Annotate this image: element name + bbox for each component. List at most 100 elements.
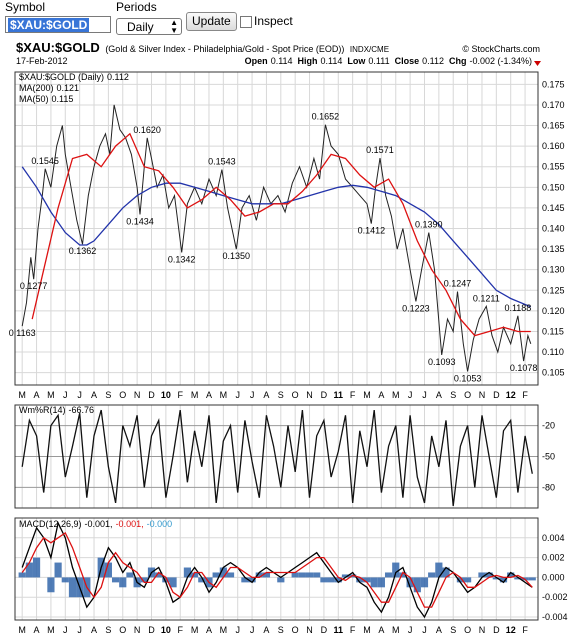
histogram-bar xyxy=(313,572,321,578)
panel-border xyxy=(14,71,539,386)
histogram-bar xyxy=(507,572,515,578)
x-tick-label: N xyxy=(306,625,313,635)
histogram-bar xyxy=(464,577,472,583)
inspect-label: Inspect xyxy=(254,14,293,28)
y-tick-label: 0.135 xyxy=(542,244,565,254)
x-tick-label: 11 xyxy=(334,390,344,400)
y-tick-label: 0.155 xyxy=(542,162,565,172)
y-tick-label: 0.115 xyxy=(542,326,564,336)
x-tick-label: M xyxy=(47,390,55,400)
histogram-bar xyxy=(25,562,33,578)
histogram-bar xyxy=(54,562,62,578)
x-tick-label: S xyxy=(278,625,284,635)
panel-border xyxy=(14,517,539,621)
update-button[interactable]: Update xyxy=(186,12,237,31)
y-tick-label: -0.002 xyxy=(542,592,568,602)
x-tick-label: J xyxy=(250,390,255,400)
x-tick-label: 10 xyxy=(161,625,171,635)
legend-entry: MA(50) 0.115 xyxy=(19,94,73,104)
legend-value: -66.76 xyxy=(69,405,95,415)
symbol-label: Symbol xyxy=(5,0,46,14)
legend: MACD(12,26,9) -0.001, -0.001, -0.000 xyxy=(19,519,172,529)
x-tick-label: 11 xyxy=(334,625,344,635)
select-arrows: ▲ ▼ xyxy=(170,18,178,35)
inspect-checkbox[interactable] xyxy=(240,16,252,28)
histogram-bar xyxy=(327,577,335,583)
legend-entry: $XAU:$GOLD (Daily) 0.112 xyxy=(19,72,129,82)
x-tick-label: D xyxy=(321,390,328,400)
legend-value: -0.001, xyxy=(85,519,113,529)
period-select[interactable]: Daily ▲ ▼ xyxy=(116,18,182,35)
x-tick-label: A xyxy=(206,625,212,635)
histogram-bar xyxy=(320,577,328,583)
legend-name: MA(200) xyxy=(19,83,54,93)
x-tick-label: 10 xyxy=(161,390,171,400)
histogram-bar xyxy=(413,577,421,593)
histogram-bar xyxy=(162,577,170,583)
periods-label: Periods xyxy=(116,0,157,14)
x-tick-label: A xyxy=(378,390,384,400)
annotation: 0.1093 xyxy=(428,357,456,367)
annotation: 0.1545 xyxy=(31,156,59,166)
histogram-bar xyxy=(478,572,486,578)
annotation: 0.1543 xyxy=(208,157,236,167)
y-tick-label: 0.110 xyxy=(542,347,564,357)
annotation: 0.1412 xyxy=(358,226,386,236)
x-tick-label: A xyxy=(378,625,384,635)
quote-value: -0.002 (-1.34%) xyxy=(469,56,532,66)
histogram-bar xyxy=(18,572,26,578)
x-tick-label: J xyxy=(408,625,413,635)
histogram-bar xyxy=(499,577,508,583)
x-tick-label: F xyxy=(350,625,356,635)
x-tick-label: M xyxy=(18,390,26,400)
chart-header: $XAU:$GOLD (Gold & Silver Index - Philad… xyxy=(16,40,389,55)
x-tick-label: A xyxy=(34,390,40,400)
x-tick-label: J xyxy=(408,390,413,400)
series-line xyxy=(21,531,533,608)
annotation: 0.1078 xyxy=(510,363,538,373)
x-tick-label: N xyxy=(134,390,141,400)
quote-value: 0.111 xyxy=(368,56,389,66)
quote-value: 0.112 xyxy=(422,56,444,66)
x-tick-label: F xyxy=(177,625,183,635)
x-tick-label: D xyxy=(321,625,328,635)
histogram-bar xyxy=(428,572,436,578)
histogram-bar xyxy=(442,567,450,578)
annotation: 0.1571 xyxy=(366,145,394,155)
quote-label: Low xyxy=(347,56,366,66)
x-tick-label: O xyxy=(292,390,299,400)
x-tick-label: O xyxy=(119,625,126,635)
x-tick-label: A xyxy=(206,390,212,400)
histogram-bar xyxy=(514,577,522,580)
histogram-bar xyxy=(291,572,299,578)
credit: © StockCharts.com xyxy=(462,44,540,54)
x-tick-label: F xyxy=(350,390,356,400)
legend-name: Wm%R(14) xyxy=(19,405,66,415)
x-tick-label: F xyxy=(177,390,183,400)
x-tick-label: A xyxy=(91,390,97,400)
x-tick-label: S xyxy=(450,390,456,400)
x-tick-label: S xyxy=(278,390,284,400)
panel xyxy=(15,518,538,620)
x-tick-label: M xyxy=(191,625,199,635)
y-tick-label: 0.165 xyxy=(542,121,565,131)
x-tick-label: O xyxy=(119,390,126,400)
quote: Open 0.114 High 0.114 Low 0.111 Close 0.112 Chg -… xyxy=(245,56,532,66)
annotation: 0.1620 xyxy=(133,125,161,135)
x-tick-label: D xyxy=(148,390,155,400)
x-tick-label: O xyxy=(292,625,299,635)
x-tick-label: A xyxy=(436,625,442,635)
x-tick-label: M xyxy=(47,625,55,635)
x-tick-label: O xyxy=(464,390,471,400)
x-tick-label: A xyxy=(436,390,442,400)
histogram-bar xyxy=(241,577,249,583)
x-tick-label: 12 xyxy=(506,625,516,635)
header-description: (Gold & Silver Index - Philadelphia/Gold… xyxy=(105,44,344,54)
x-tick-label: F xyxy=(522,625,528,635)
x-tick-label: J xyxy=(77,390,82,400)
period-value: Daily xyxy=(127,20,154,34)
y-tick-label: 0.004 xyxy=(542,533,565,543)
series-line xyxy=(21,409,533,506)
symbol-input[interactable]: $XAU:$GOLD xyxy=(5,16,111,33)
